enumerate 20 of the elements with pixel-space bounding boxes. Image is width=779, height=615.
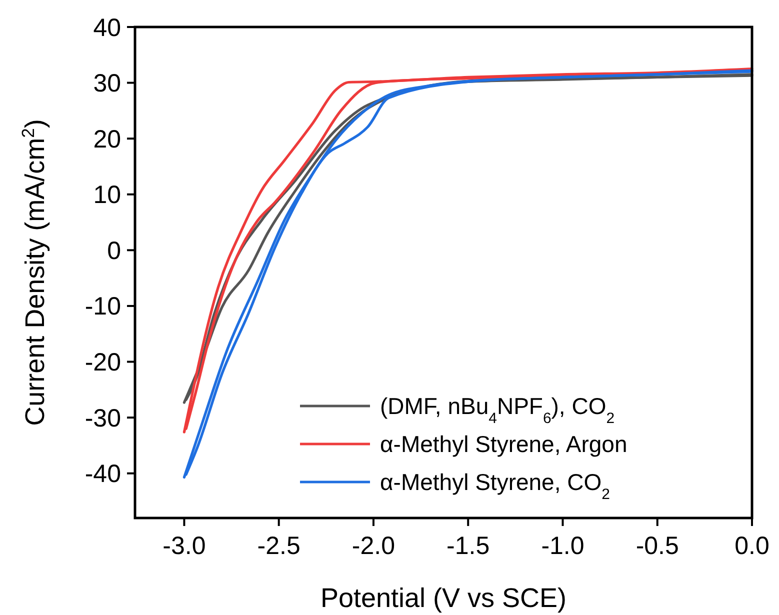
legend-label: α-Methyl Styrene, Argon [380,431,628,458]
y-tick-label: 0 [107,236,121,265]
y-tick-label: 10 [93,181,121,210]
y-tick-label: 20 [93,125,121,154]
y-tick-label: 40 [93,14,121,42]
x-axis-title: Potential (V vs SCE) [320,583,567,613]
x-tick-label: -2.0 [352,532,396,560]
x-tick-label: -0.5 [636,532,679,560]
y-tick-label: -20 [84,348,121,377]
y-tick-label: -30 [84,404,121,432]
x-tick-label: -1.0 [541,532,584,560]
x-tick-label: -2.5 [257,532,300,560]
x-tick-label: -1.5 [446,532,490,560]
y-tick-label: -40 [84,460,121,488]
x-tick-label: -3.0 [162,532,206,560]
legend-label: (DMF, nBu$_{4}$NPF$_{6}$), CO$_{2}$ [380,393,615,427]
legend-label: α-Methyl Styrene, CO$_{2}$ [380,469,610,503]
y-tick-label: -10 [84,292,121,321]
y-tick-label: 30 [93,70,121,98]
x-tick-label: 0.0 [734,532,770,560]
